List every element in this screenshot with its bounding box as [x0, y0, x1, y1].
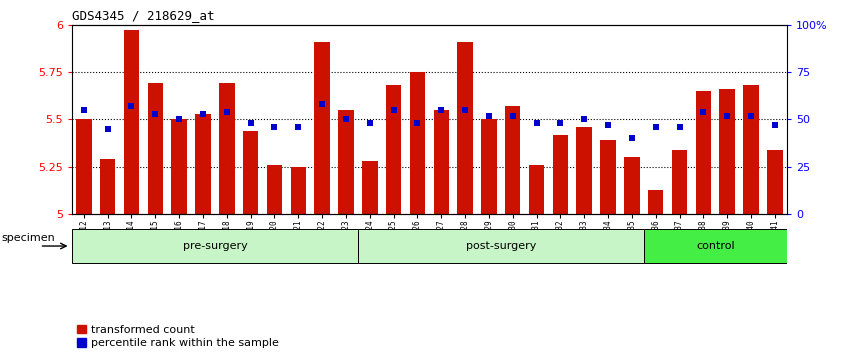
Bar: [719, 89, 735, 214]
Bar: [147, 84, 163, 214]
Bar: [315, 42, 330, 214]
Point: [649, 124, 662, 130]
Bar: [172, 119, 187, 214]
Bar: [481, 119, 497, 214]
Point: [173, 116, 186, 122]
Point: [196, 111, 210, 116]
Point: [387, 107, 400, 113]
Bar: [76, 119, 91, 214]
Bar: [290, 167, 306, 214]
Text: pre-surgery: pre-surgery: [183, 241, 247, 251]
Point: [530, 120, 543, 126]
Point: [578, 116, 591, 122]
Bar: [767, 150, 783, 214]
Text: GDS4345 / 218629_at: GDS4345 / 218629_at: [72, 9, 214, 22]
Text: control: control: [696, 241, 734, 251]
Bar: [601, 140, 616, 214]
Point: [625, 136, 639, 141]
Bar: [195, 114, 211, 214]
Point: [721, 113, 734, 119]
Bar: [409, 72, 426, 214]
Point: [77, 107, 91, 113]
Bar: [695, 91, 711, 214]
Legend: transformed count, percentile rank within the sample: transformed count, percentile rank withi…: [78, 325, 278, 348]
Point: [316, 102, 329, 107]
Bar: [124, 30, 140, 214]
Bar: [648, 189, 663, 214]
Point: [482, 113, 496, 119]
Point: [267, 124, 281, 130]
Point: [459, 107, 472, 113]
Bar: [72, 229, 358, 263]
Point: [768, 122, 782, 128]
Bar: [243, 131, 258, 214]
Bar: [505, 106, 520, 214]
Point: [244, 120, 257, 126]
Bar: [552, 135, 569, 214]
Point: [410, 120, 424, 126]
Text: specimen: specimen: [2, 233, 55, 243]
Point: [696, 109, 710, 115]
Bar: [386, 85, 401, 214]
Point: [602, 122, 615, 128]
Bar: [529, 165, 544, 214]
Point: [553, 120, 567, 126]
Point: [506, 113, 519, 119]
Point: [673, 124, 686, 130]
Bar: [744, 85, 759, 214]
Bar: [624, 157, 640, 214]
Point: [744, 113, 758, 119]
Bar: [358, 229, 644, 263]
Point: [292, 124, 305, 130]
Point: [124, 103, 138, 109]
Bar: [362, 161, 377, 214]
Point: [435, 107, 448, 113]
Bar: [219, 84, 234, 214]
Point: [149, 111, 162, 116]
Point: [220, 109, 233, 115]
Bar: [644, 229, 787, 263]
Bar: [433, 110, 449, 214]
Bar: [266, 165, 283, 214]
Bar: [458, 42, 473, 214]
Bar: [338, 110, 354, 214]
Point: [363, 120, 376, 126]
Bar: [576, 127, 592, 214]
Point: [339, 116, 353, 122]
Bar: [100, 159, 115, 214]
Text: post-surgery: post-surgery: [465, 241, 536, 251]
Bar: [672, 150, 687, 214]
Point: [101, 126, 114, 132]
